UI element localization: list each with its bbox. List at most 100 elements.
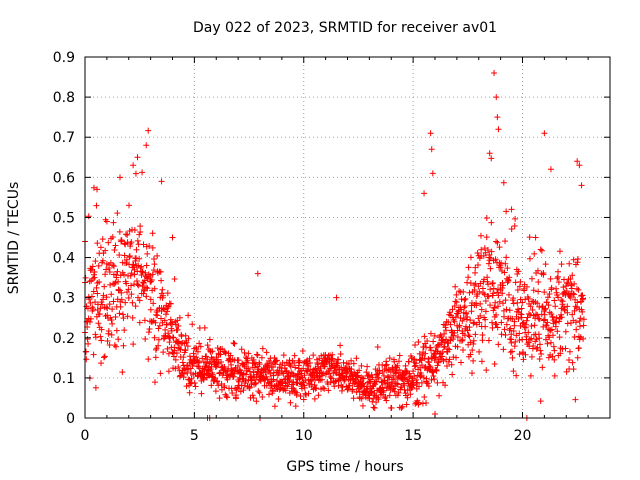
data-point-marker [259,393,266,400]
data-point-marker [492,256,499,263]
data-point-marker [155,325,162,332]
data-point-marker [383,397,390,404]
data-point-marker [82,274,89,281]
data-point-marker [94,240,101,247]
data-point-marker [175,323,182,330]
data-point-marker [372,381,379,388]
data-point-marker [488,248,495,255]
data-point-marker [296,357,303,364]
data-point-marker [113,274,120,281]
data-point-marker [145,329,152,336]
data-point-marker [128,291,135,298]
data-point-marker [499,300,506,307]
data-point-marker [164,345,171,352]
data-point-marker [312,385,319,392]
data-point-marker [531,250,538,257]
data-point-marker [534,344,541,351]
data-point-marker [305,390,312,397]
data-point-marker [559,301,566,308]
data-point-marker [98,360,105,367]
data-point-marker [126,253,133,260]
data-point-marker [299,348,306,355]
data-point-marker [269,388,276,395]
data-point-marker [493,238,500,245]
data-point-marker [443,327,450,334]
data-point-marker [514,287,521,294]
data-point-marker [558,305,565,312]
data-point-marker [467,317,474,324]
data-point-marker [511,223,518,230]
data-point-marker [571,307,578,314]
data-point-marker [105,328,112,335]
data-point-marker [149,244,156,251]
data-point-marker [482,298,489,304]
data-point-marker [254,352,261,359]
data-point-marker [185,335,192,342]
x-tick-label: 5 [190,428,199,444]
data-point-marker [535,279,542,286]
data-point-marker [512,279,519,286]
data-point-marker [141,277,148,284]
data-point-marker [518,305,525,312]
data-point-marker [580,295,587,302]
data-point-marker [230,373,237,380]
data-point-marker [118,296,125,303]
data-point-marker [541,130,548,137]
data-point-marker [272,358,279,365]
data-point-marker [163,311,170,318]
data-point-marker [485,281,492,288]
data-point-marker [316,355,323,362]
data-point-marker [466,333,473,340]
data-point-marker [286,361,293,368]
data-point-marker [84,305,91,312]
data-point-marker [172,356,179,363]
data-point-marker [116,228,123,235]
data-point-marker [332,378,339,385]
data-point-marker [498,268,505,275]
data-point-marker [148,278,155,285]
data-point-marker [147,296,154,303]
data-point-marker [574,255,581,262]
data-point-marker [208,354,215,361]
data-point-marker [109,262,116,269]
data-point-marker [119,369,126,376]
data-point-marker [287,363,294,370]
data-point-marker [552,303,559,310]
data-point-marker [525,329,532,336]
data-point-marker [100,354,107,361]
y-tick-label: 0.5 [53,210,75,226]
data-point-marker [443,336,450,343]
data-point-marker [480,290,487,297]
data-point-marker [231,340,238,347]
data-point-marker [569,272,576,279]
data-point-marker [263,373,270,380]
data-point-marker [557,350,564,357]
data-point-marker [472,264,479,271]
data-point-marker [480,252,487,259]
data-point-marker [291,359,298,366]
data-point-marker [495,292,502,299]
data-point-marker [493,311,500,318]
data-point-marker [544,340,551,347]
data-point-marker [529,307,536,314]
data-point-marker [157,370,164,377]
data-point-marker [499,290,506,297]
data-point-marker [148,277,155,284]
data-point-marker [374,343,381,350]
data-point-marker [217,351,224,358]
data-point-marker [189,321,196,328]
data-point-marker [494,114,501,121]
data-point-marker [467,351,474,358]
data-point-marker [428,376,435,383]
data-point-marker [421,355,428,362]
data-point-marker [514,271,521,278]
data-point-marker [543,336,550,343]
data-point-marker [578,182,585,189]
data-point-marker [428,146,435,153]
data-point-marker [170,334,177,341]
data-point-marker [473,302,480,309]
data-point-marker [534,267,541,274]
data-point-marker [508,331,515,338]
data-point-marker [138,263,145,270]
data-point-marker [90,351,97,358]
